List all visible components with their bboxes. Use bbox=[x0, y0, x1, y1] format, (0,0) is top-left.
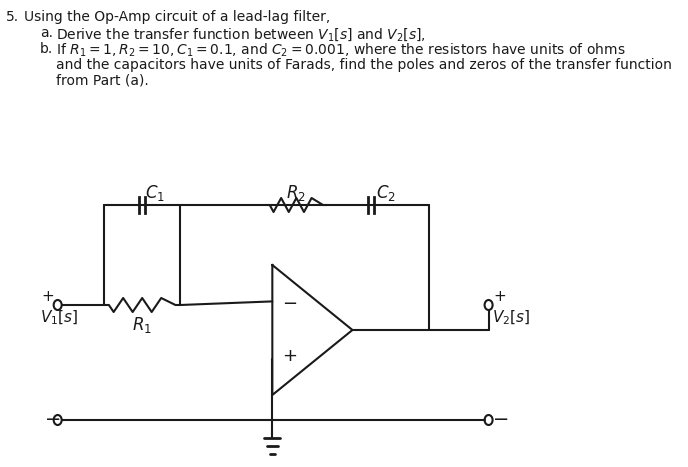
Text: −: − bbox=[45, 410, 61, 429]
Text: Using the Op-Amp circuit of a lead-lag filter,: Using the Op-Amp circuit of a lead-lag f… bbox=[24, 10, 330, 24]
Text: from Part (a).: from Part (a). bbox=[56, 74, 149, 88]
Text: $R_2$: $R_2$ bbox=[286, 183, 306, 203]
Text: Derive the transfer function between $V_1[s]$ and $V_2[s]$,: Derive the transfer function between $V_… bbox=[56, 26, 426, 43]
Text: $C_2$: $C_2$ bbox=[376, 183, 396, 203]
Text: $C_1$: $C_1$ bbox=[145, 183, 165, 203]
Text: +: + bbox=[42, 289, 54, 304]
Text: $V_1[s]$: $V_1[s]$ bbox=[40, 309, 78, 327]
Text: +: + bbox=[282, 347, 297, 365]
Text: and the capacitors have units of Farads, find the poles and zeros of the transfe: and the capacitors have units of Farads,… bbox=[56, 58, 672, 72]
Text: 5.: 5. bbox=[6, 10, 19, 24]
Text: $V_2[s]$: $V_2[s]$ bbox=[492, 309, 530, 327]
Text: −: − bbox=[282, 296, 297, 313]
Text: If $R_1 = 1, R_2 = 10, C_1 = 0.1$, and $C_2 = 0.001$, where the resistors have u: If $R_1 = 1, R_2 = 10, C_1 = 0.1$, and $… bbox=[56, 42, 625, 59]
Text: +: + bbox=[493, 289, 506, 304]
Text: −: − bbox=[493, 410, 510, 429]
Text: b.: b. bbox=[40, 42, 53, 56]
Text: a.: a. bbox=[40, 26, 53, 40]
Text: $R_1$: $R_1$ bbox=[132, 315, 152, 335]
